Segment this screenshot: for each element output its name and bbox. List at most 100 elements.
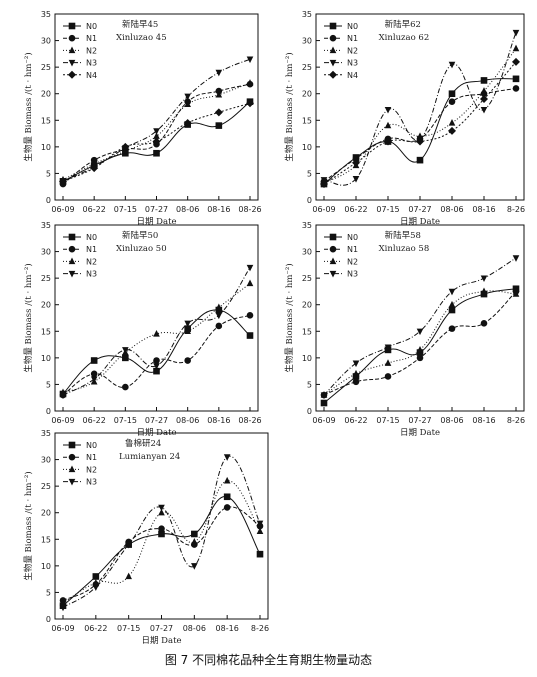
data-point-n0 bbox=[153, 367, 160, 375]
data-point-n1 bbox=[512, 85, 520, 92]
y-tick-label: 30 bbox=[41, 456, 51, 465]
data-point-n1 bbox=[122, 383, 129, 391]
legend-item: N0 bbox=[63, 233, 97, 242]
data-point-n0 bbox=[480, 77, 488, 84]
legend-label: N1 bbox=[86, 453, 97, 462]
data-point-n2 bbox=[512, 44, 520, 52]
x-tick-label: 06-09 bbox=[51, 416, 74, 425]
data-point-n0 bbox=[158, 530, 165, 538]
y-axis-label: 生物量 Biomass /(t · hm⁻²) bbox=[23, 471, 34, 580]
legend-item: N2 bbox=[63, 257, 97, 266]
data-point-n4 bbox=[246, 99, 254, 108]
data-point-n3 bbox=[256, 520, 264, 528]
data-point-n2 bbox=[153, 132, 160, 139]
legend-marker bbox=[68, 257, 76, 265]
legend-item: N4 bbox=[324, 70, 358, 80]
series-n4 bbox=[59, 99, 254, 186]
x-tick-label: 07-27 bbox=[408, 416, 431, 425]
x-tick-label: 06-22 bbox=[83, 416, 106, 425]
data-point-n3 bbox=[416, 328, 424, 336]
x-tick-label: 06-09 bbox=[312, 416, 335, 425]
legend-label: N3 bbox=[86, 478, 97, 487]
legend-marker bbox=[329, 233, 337, 241]
data-point-n2 bbox=[215, 303, 223, 311]
chart-title: 新陆早62 bbox=[385, 19, 421, 30]
x-axis-label: 日期 Date bbox=[400, 217, 440, 227]
legend-item: N1 bbox=[324, 245, 358, 254]
y-tick-label: 30 bbox=[41, 37, 51, 46]
data-point-n1 bbox=[246, 312, 254, 319]
data-point-n4 bbox=[152, 137, 161, 146]
legend-item: N1 bbox=[63, 453, 97, 462]
legend-marker bbox=[68, 34, 76, 42]
series-n3 bbox=[59, 264, 254, 399]
data-point-n1 bbox=[352, 378, 360, 386]
y-tick-label: 0 bbox=[46, 407, 51, 416]
data-point-n1 bbox=[184, 357, 191, 364]
legend-marker bbox=[68, 465, 76, 473]
x-tick-label: 08-16 bbox=[216, 624, 239, 633]
y-axis-label: 生物量 Biomass /(t · hm⁻²) bbox=[284, 263, 295, 372]
data-point-n0 bbox=[153, 149, 160, 157]
series-line-n1 bbox=[62, 506, 261, 601]
data-point-n2 bbox=[416, 345, 424, 353]
y-tick-label: 35 bbox=[302, 10, 312, 19]
data-point-n2 bbox=[352, 369, 360, 377]
y-tick-label: 30 bbox=[41, 248, 51, 257]
series-n1 bbox=[320, 288, 520, 399]
legend-label: N3 bbox=[86, 270, 97, 279]
data-point-n3 bbox=[153, 128, 160, 135]
y-tick-label: 10 bbox=[41, 143, 51, 152]
data-point-n2 bbox=[384, 121, 392, 129]
series-n0 bbox=[320, 285, 520, 407]
x-tick-label: 06-09 bbox=[312, 205, 335, 214]
legend-marker bbox=[68, 245, 76, 253]
chart-subtitle: Xinluzao 50 bbox=[116, 244, 167, 254]
y-tick-label: 25 bbox=[302, 63, 312, 72]
data-point-n4 bbox=[416, 137, 424, 146]
x-tick-label: 08-16 bbox=[472, 205, 495, 214]
y-tick-label: 0 bbox=[46, 196, 51, 205]
data-point-n3 bbox=[223, 454, 231, 461]
data-point-n2 bbox=[480, 287, 488, 295]
data-point-n1 bbox=[223, 504, 231, 511]
legend-item: N2 bbox=[324, 46, 358, 55]
y-tick-label: 5 bbox=[46, 169, 51, 178]
data-point-n2 bbox=[480, 87, 488, 94]
y-axis-label: 生物量 Biomass /(t · hm⁻²) bbox=[23, 52, 34, 161]
legend-item: N3 bbox=[63, 59, 97, 68]
y-tick-label: 10 bbox=[41, 562, 51, 571]
x-axis-label: 日期 Date bbox=[136, 217, 176, 227]
legend-marker bbox=[68, 70, 76, 79]
data-point-n1 bbox=[448, 98, 456, 105]
data-point-n2 bbox=[246, 79, 254, 86]
x-tick-label: 07-27 bbox=[408, 205, 431, 214]
legend-marker bbox=[329, 22, 337, 30]
y-tick-label: 30 bbox=[302, 37, 312, 46]
x-tick-label: 07-27 bbox=[150, 624, 173, 633]
x-tick-label: 07-15 bbox=[114, 205, 137, 214]
legend-marker bbox=[329, 46, 337, 54]
legend-marker bbox=[68, 453, 76, 461]
legend-label: N0 bbox=[86, 233, 97, 242]
chart-subtitle: Lumianyan 24 bbox=[119, 452, 180, 462]
data-point-n3 bbox=[512, 255, 520, 262]
data-point-n2 bbox=[125, 572, 132, 580]
chart-panel-5: 0 5 10 15 20 25 30 35 06-09 06-22 07-15 07-27 08-06 0… bbox=[23, 429, 269, 646]
legend-marker bbox=[68, 59, 76, 67]
data-point-n3 bbox=[448, 61, 456, 69]
data-point-n3 bbox=[384, 106, 392, 114]
data-point-n0 bbox=[92, 573, 100, 580]
legend-label: N2 bbox=[86, 465, 97, 474]
x-tick-label: 08-06 bbox=[183, 624, 206, 633]
data-point-n3 bbox=[320, 392, 328, 399]
data-point-n2 bbox=[448, 300, 456, 308]
data-point-n2 bbox=[384, 359, 392, 366]
series-n2 bbox=[59, 476, 264, 606]
legend-item: N4 bbox=[63, 70, 97, 80]
legend-label: N3 bbox=[86, 59, 97, 68]
y-tick-label: 10 bbox=[302, 143, 312, 152]
y-tick-label: 35 bbox=[41, 429, 51, 438]
data-point-n4 bbox=[121, 142, 130, 151]
